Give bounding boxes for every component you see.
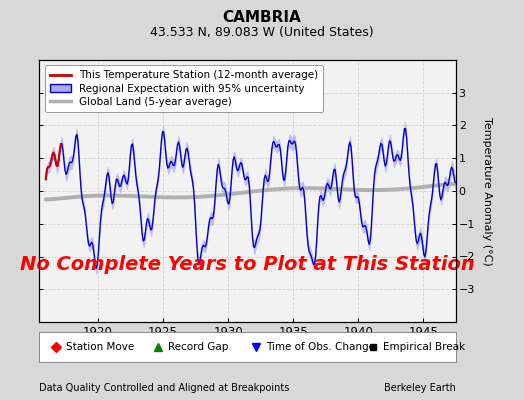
Text: Data Quality Controlled and Aligned at Breakpoints: Data Quality Controlled and Aligned at B… bbox=[39, 383, 290, 393]
Y-axis label: Temperature Anomaly (°C): Temperature Anomaly (°C) bbox=[482, 117, 492, 265]
Legend: This Temperature Station (12-month average), Regional Expectation with 95% uncer: This Temperature Station (12-month avera… bbox=[45, 65, 323, 112]
Text: Time of Obs. Change: Time of Obs. Change bbox=[266, 342, 375, 352]
Text: Station Move: Station Move bbox=[67, 342, 135, 352]
Text: 43.533 N, 89.083 W (United States): 43.533 N, 89.083 W (United States) bbox=[150, 26, 374, 39]
Text: Berkeley Earth: Berkeley Earth bbox=[384, 383, 456, 393]
Text: No Complete Years to Plot at This Station: No Complete Years to Plot at This Statio… bbox=[20, 255, 475, 274]
Text: CAMBRIA: CAMBRIA bbox=[223, 10, 301, 25]
Text: Empirical Break: Empirical Break bbox=[383, 342, 465, 352]
Text: Record Gap: Record Gap bbox=[168, 342, 229, 352]
